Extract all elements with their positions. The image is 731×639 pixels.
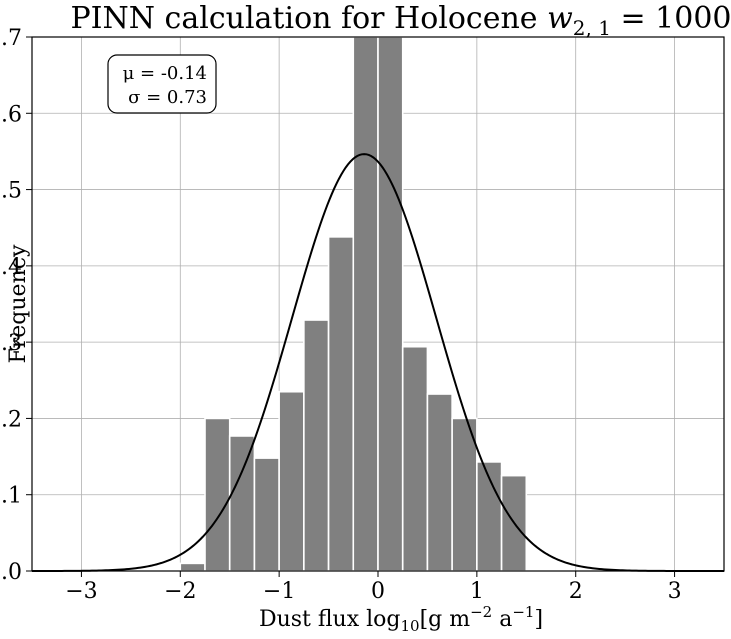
chart-title: PINN calculation for Holocene w2, 1 = 10… [70,1,731,40]
stats-sigma-label: σ = 0.73 [128,87,207,108]
x-tick-label: 1 [470,579,484,604]
x-tick-label: −2 [164,579,196,604]
x-tick-label: 3 [668,579,682,604]
gaussian-fit [32,153,724,572]
y-tick-label: 0.4 [0,255,22,280]
title-text: PINN calculation for Holocene [70,1,547,36]
histogram-bar [228,435,256,572]
xlabel-unit-a: a [492,607,512,632]
stats-mu-label: μ = -0.14 [123,63,207,84]
histogram-bar [278,390,305,572]
title-math-symbol: w [547,1,573,36]
x-tick-label: −3 [65,579,97,604]
y-tick-label: 0.3 [0,331,22,356]
histogram-bar [179,562,206,572]
xlabel-unit-g: [g m [420,607,471,632]
xlabel-subscript: 10 [400,617,419,635]
y-tick-label: 0.7 [0,26,22,51]
y-tick-label: 0.1 [0,484,22,509]
histogram-bar [451,417,478,572]
title-suffix: = 1000 [611,1,731,36]
y-axis-label: Frequency [6,244,31,364]
x-tick-label: 0 [371,579,385,604]
y-tick-label: 0.0 [0,560,22,585]
histogram-bar [204,417,231,572]
xlabel-prefix: Dust flux log [259,607,401,632]
gaussian-fit-curve [32,153,724,572]
histogram-bar [377,36,404,572]
histogram-bar [253,457,280,572]
histogram-bar [352,36,379,572]
x-axis-label: Dust flux log10[g m−2 a−1] [259,603,543,635]
stats-box-frame [107,54,217,114]
xlabel-end: ] [534,607,543,632]
xlabel-superscript-1: −2 [470,603,492,621]
x-tick-label: 2 [569,579,583,604]
y-tick-label: 0.6 [0,102,22,127]
stats-annotation-box: μ = -0.14 σ = 0.73 [107,54,217,114]
y-tick-label: 0.5 [0,179,22,204]
y-tick-label: 0.2 [0,407,22,432]
histogram-bar [327,236,355,572]
histogram-bar [401,345,429,572]
title-subscript: 2, 1 [573,16,611,40]
x-tick-label: −1 [263,579,295,604]
xlabel-superscript-2: −1 [512,603,534,621]
histogram-bar [303,319,330,572]
axis-ticks: −3 −2 −1 0 1 2 3 0.0 0.1 0.2 0.3 0.4 0.5 0.6 0.7 [0,26,682,604]
histogram-bar [426,393,453,572]
